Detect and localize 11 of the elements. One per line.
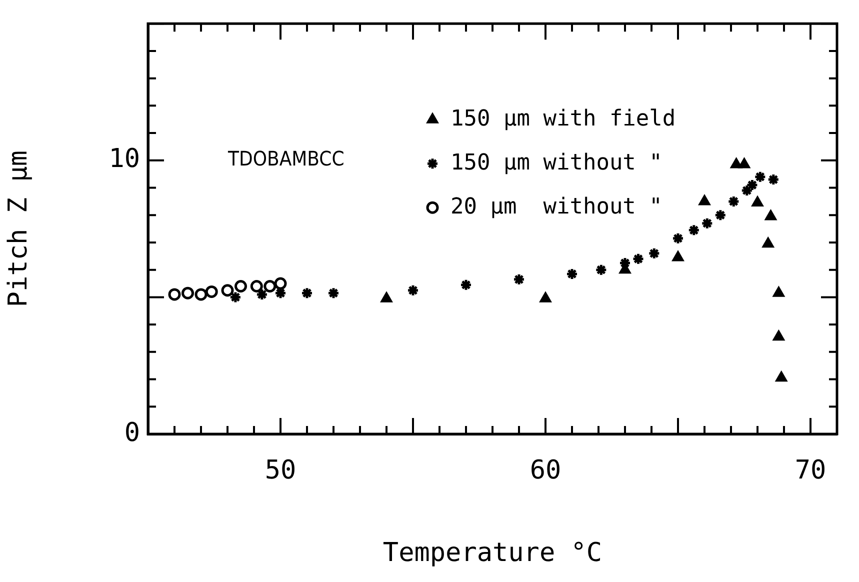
legend-label: 20 μm without "	[450, 194, 662, 220]
legend-label: 150 μm without "	[450, 150, 662, 176]
legend-label: 150 μm with field	[450, 106, 676, 132]
x-tick-label: 50	[264, 455, 296, 486]
annotation: TDOBAMBCC	[227, 146, 344, 171]
y-tick-label: 10	[108, 144, 140, 174]
y-tick-label: 0	[124, 418, 140, 448]
y-axis-title: Pitch Z μm	[3, 150, 34, 308]
x-tick-label: 70	[794, 455, 826, 486]
x-tick-label: 60	[530, 455, 562, 486]
x-axis-title: Temperature °C	[382, 538, 602, 568]
